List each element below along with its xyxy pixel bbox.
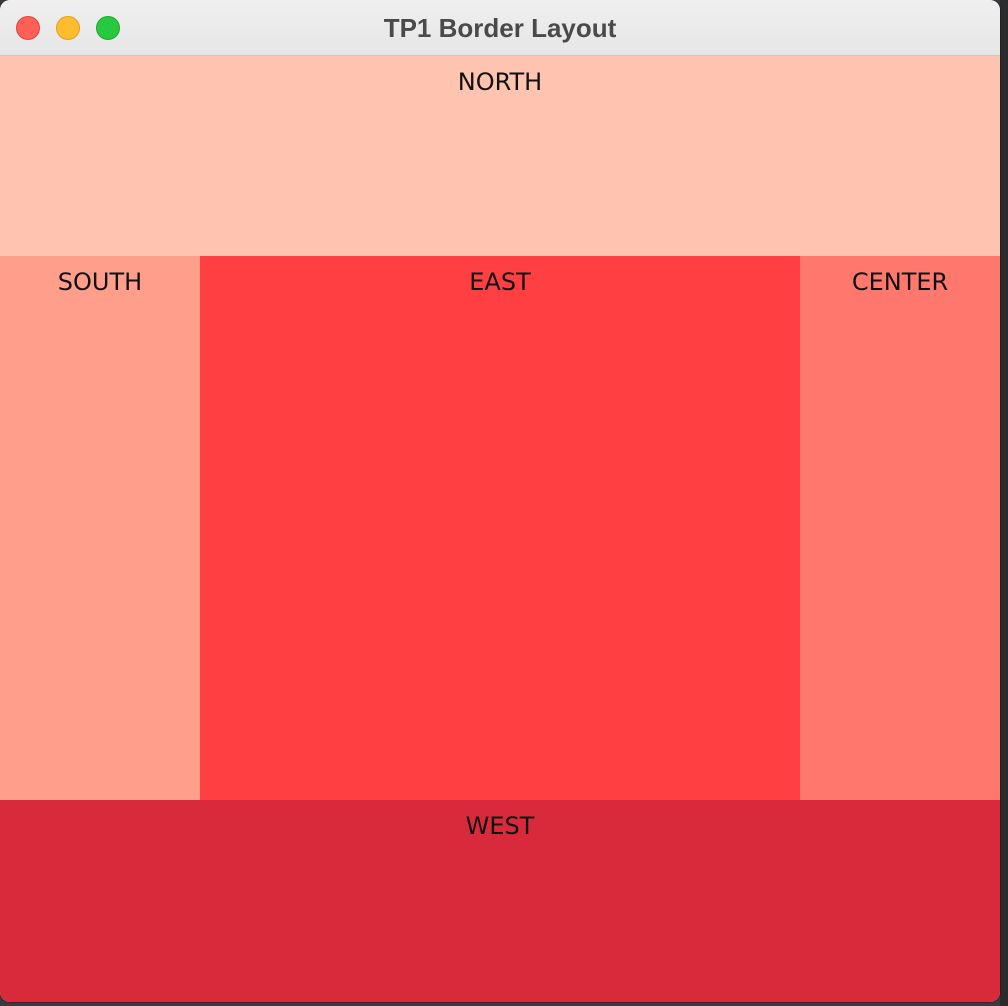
- minimize-window-button[interactable]: [56, 16, 80, 40]
- west-panel-label: WEST: [465, 812, 535, 840]
- title-bar[interactable]: TP1 Border Layout: [0, 0, 1000, 56]
- border-layout-content: NORTH SOUTH EAST CENTER WEST: [0, 56, 1000, 1002]
- background-desktop-edge: [1000, 0, 1008, 1006]
- south-panel-label: SOUTH: [57, 268, 143, 296]
- window-title: TP1 Border Layout: [383, 13, 617, 43]
- east-panel: EAST: [200, 256, 800, 800]
- north-panel: NORTH: [0, 56, 1000, 256]
- center-panel: CENTER: [800, 256, 1000, 800]
- center-panel-label: CENTER: [851, 268, 949, 296]
- close-window-button[interactable]: [16, 16, 40, 40]
- maximize-window-button[interactable]: [96, 16, 120, 40]
- east-panel-label: EAST: [469, 268, 531, 296]
- south-panel: SOUTH: [0, 256, 200, 800]
- north-panel-label: NORTH: [457, 68, 543, 96]
- west-panel: WEST: [0, 800, 1000, 1002]
